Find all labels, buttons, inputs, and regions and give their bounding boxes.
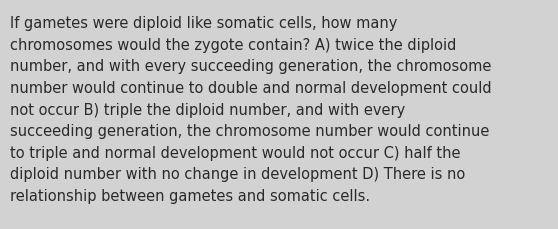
Text: If gametes were diploid like somatic cells, how many
chromosomes would the zygot: If gametes were diploid like somatic cel… <box>10 16 492 203</box>
